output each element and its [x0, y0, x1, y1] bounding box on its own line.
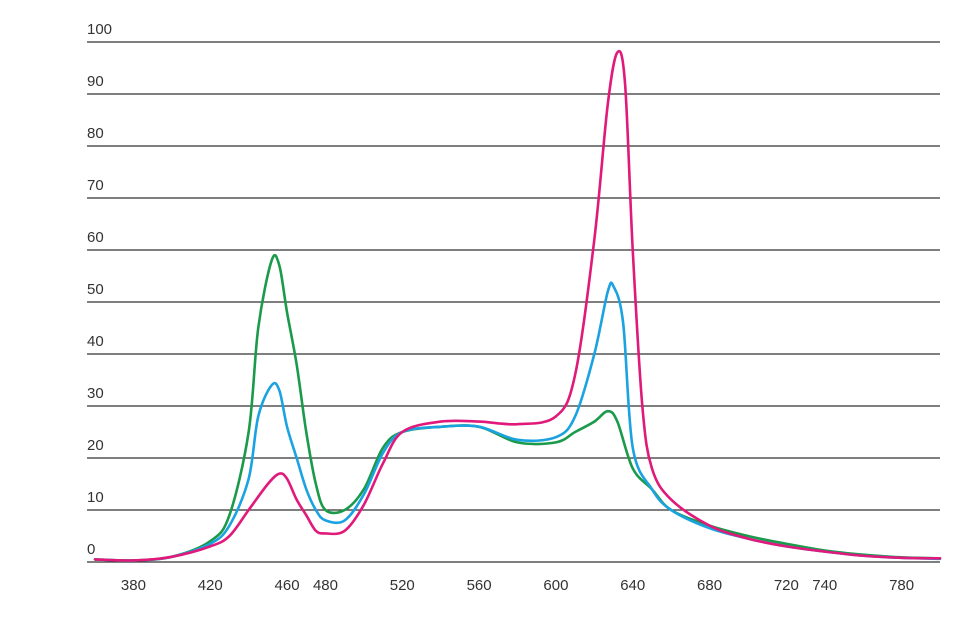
x-tick-label: 640 [620, 577, 645, 594]
x-tick-labels: 380 420 460 480 520 560 600 640 680 720 740 780 [121, 577, 914, 594]
y-tick-label: 60 [87, 229, 104, 246]
y-tick-labels: 0 10 20 30 40 50 60 70 80 90 100 [87, 21, 112, 558]
y-tick-label: 20 [87, 437, 104, 454]
y-tick-label: 0 [87, 541, 95, 558]
series-layer [93, 49, 942, 562]
grid-layer [87, 41, 940, 563]
series-green-line [93, 253, 942, 562]
x-tick-label: 740 [812, 577, 837, 594]
x-tick-label: 420 [198, 577, 223, 594]
series-blue-line [93, 281, 942, 562]
series-magenta-line [93, 49, 942, 562]
x-tick-label: 560 [467, 577, 492, 594]
x-tick-label: 720 [774, 577, 799, 594]
y-tick-label: 90 [87, 73, 104, 90]
x-tick-label: 460 [275, 577, 300, 594]
x-tick-label: 480 [313, 577, 338, 594]
y-tick-label: 80 [87, 125, 104, 142]
x-tick-label: 680 [697, 577, 722, 594]
y-tick-label: 50 [87, 281, 104, 298]
y-tick-label: 70 [87, 177, 104, 194]
y-tick-label: 40 [87, 333, 104, 350]
y-tick-label: 10 [87, 489, 104, 506]
x-tick-label: 380 [121, 577, 146, 594]
x-tick-label: 520 [390, 577, 415, 594]
y-tick-label: 30 [87, 385, 104, 402]
x-tick-label: 600 [543, 577, 568, 594]
x-tick-label: 780 [889, 577, 914, 594]
y-tick-label: 100 [87, 21, 112, 38]
